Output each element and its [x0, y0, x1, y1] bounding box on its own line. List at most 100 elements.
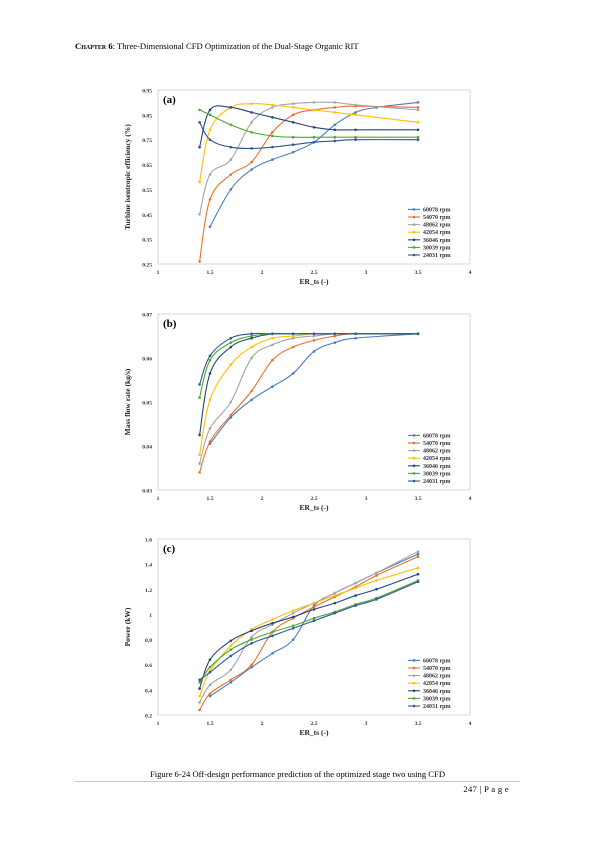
power-data-point [375, 571, 378, 575]
efficiency-data-point [416, 121, 420, 124]
footer-rule [75, 781, 520, 782]
efficiency-legend-label: 24031 rpm [423, 253, 451, 259]
power-y-tick-label: 1.4 [145, 563, 152, 569]
efficiency-legend-label: 42054 rpm [423, 230, 451, 236]
efficiency-data-point [198, 145, 201, 149]
efficiency-y-tick-label: 0.45 [142, 213, 152, 219]
efficiency-x-tick-label: 4 [469, 270, 472, 276]
power-data-point [229, 648, 233, 651]
efficiency-x-tick-label: 3 [365, 270, 368, 276]
mass-flow-data-point [312, 339, 316, 342]
mass-flow-legend-marker [412, 472, 416, 475]
efficiency-data-point [333, 128, 337, 132]
power-data-point [198, 678, 201, 682]
power-legend-label: 30039 rpm [423, 696, 451, 702]
mass-flow-data-point [250, 334, 253, 338]
efficiency-data-point [208, 225, 212, 229]
power-data-point [229, 654, 233, 658]
efficiency-legend-label: 48062 rpm [423, 223, 451, 229]
power-x-tick-label: 2.5 [311, 721, 318, 727]
power-legend-label: 36046 rpm [423, 689, 451, 695]
power-chart: 0.2 0.4 0.6 0.8 1 1.2 1.4 1.6 1 1.5 2 2.5 3 3.5 4 ER_ts… [110, 535, 490, 747]
mass-flow-data-point [291, 372, 295, 375]
mass-flow-data-point [198, 396, 201, 399]
efficiency-series-line-2 [199, 105, 419, 262]
efficiency-legend-label: 60078 rpm [423, 207, 451, 213]
efficiency-legend-marker [412, 246, 416, 249]
efficiency-chart: 0.25 0.35 0.45 0.55 0.65 0.75 0.85 0.95 1 1.5 2 2.5… [110, 86, 490, 296]
page-number-value: 247 [463, 784, 478, 794]
mass-flow-data-point [229, 413, 233, 417]
efficiency-y-tick-label: 0.25 [142, 263, 152, 269]
power-series-line-4 [199, 567, 419, 697]
power-data-point [229, 639, 233, 643]
efficiency-data-point [271, 134, 274, 138]
mass-flow-series-line-3 [199, 333, 418, 464]
mass-flow-plot-area [157, 313, 471, 491]
power-data-point [291, 638, 295, 641]
chapter-title: : Three-Dimensional CFD Optimization of … [112, 41, 359, 51]
mass-flow-data-point [208, 354, 212, 358]
mass-flow-legend-marker [412, 449, 416, 452]
power-data-point [198, 694, 201, 698]
mass-flow-data-point [271, 332, 274, 336]
mass-flow-data-point [354, 336, 357, 340]
efficiency-data-point [312, 108, 316, 112]
mass-flow-legend-label: 48062 rpm [423, 449, 451, 455]
efficiency-data-point [229, 145, 233, 149]
power-legend-marker [412, 704, 416, 708]
efficiency-data-point [208, 138, 212, 142]
power-data-point [291, 615, 295, 619]
mass-flow-legend-marker [412, 441, 416, 445]
efficiency-data-point [416, 135, 420, 139]
power-legend-marker [412, 674, 416, 677]
mass-flow-data-point [250, 398, 253, 402]
power-legend-label: 60078 rpm [423, 658, 451, 664]
mass-flow-y-tick-label: 0.04 [142, 445, 152, 451]
power-data-point [312, 619, 316, 623]
power-data-point [375, 574, 378, 577]
efficiency-data-point [208, 113, 212, 117]
efficiency-series-line-7 [199, 122, 419, 149]
power-data-point [271, 621, 274, 625]
efficiency-data-point [312, 140, 316, 144]
power-series-line-7 [199, 581, 419, 681]
efficiency-data-point [416, 108, 420, 112]
efficiency-legend-marker [412, 230, 416, 234]
mass-flow-data-point [198, 383, 201, 386]
power-data-point [312, 608, 316, 611]
efficiency-data-point [354, 113, 357, 117]
power-data-point [354, 586, 357, 590]
mass-flow-legend-marker [412, 434, 416, 437]
efficiency-data-point [312, 101, 316, 104]
efficiency-series-line-5 [199, 105, 418, 148]
efficiency-data-point [250, 121, 253, 124]
mass-flow-legend-label: 24031 rpm [423, 479, 451, 485]
mass-flow-x-tick-label: 1 [157, 496, 160, 502]
efficiency-data-point [208, 128, 212, 132]
efficiency-data-point [333, 139, 337, 143]
mass-flow-data-point [291, 345, 295, 349]
power-legend-marker [412, 666, 416, 670]
page-label: P a g e [484, 784, 509, 794]
mass-flow-data-point [229, 363, 233, 366]
mass-flow-data-point [208, 372, 212, 375]
efficiency-data-point [333, 111, 337, 114]
efficiency-x-tick-label: 3.5 [415, 270, 422, 276]
efficiency-x-tick-label: 2 [261, 270, 264, 276]
efficiency-legend-label: 36046 rpm [423, 238, 451, 244]
efficiency-data-point [271, 106, 274, 109]
efficiency-panel-label: (a) [163, 94, 176, 106]
efficiency-legend-marker [412, 223, 416, 226]
efficiency-data-point [250, 130, 253, 134]
efficiency-legend-marker [412, 238, 416, 242]
efficiency-data-point [291, 102, 295, 105]
power-series-line-2 [199, 556, 419, 711]
power-data-point [354, 581, 357, 585]
mass-flow-legend-label: 54070 rpm [423, 441, 451, 447]
efficiency-data-point [229, 158, 233, 161]
power-data-point [291, 624, 295, 628]
power-data-point [198, 708, 201, 712]
power-data-point [333, 611, 337, 615]
power-plot-area [157, 538, 471, 716]
